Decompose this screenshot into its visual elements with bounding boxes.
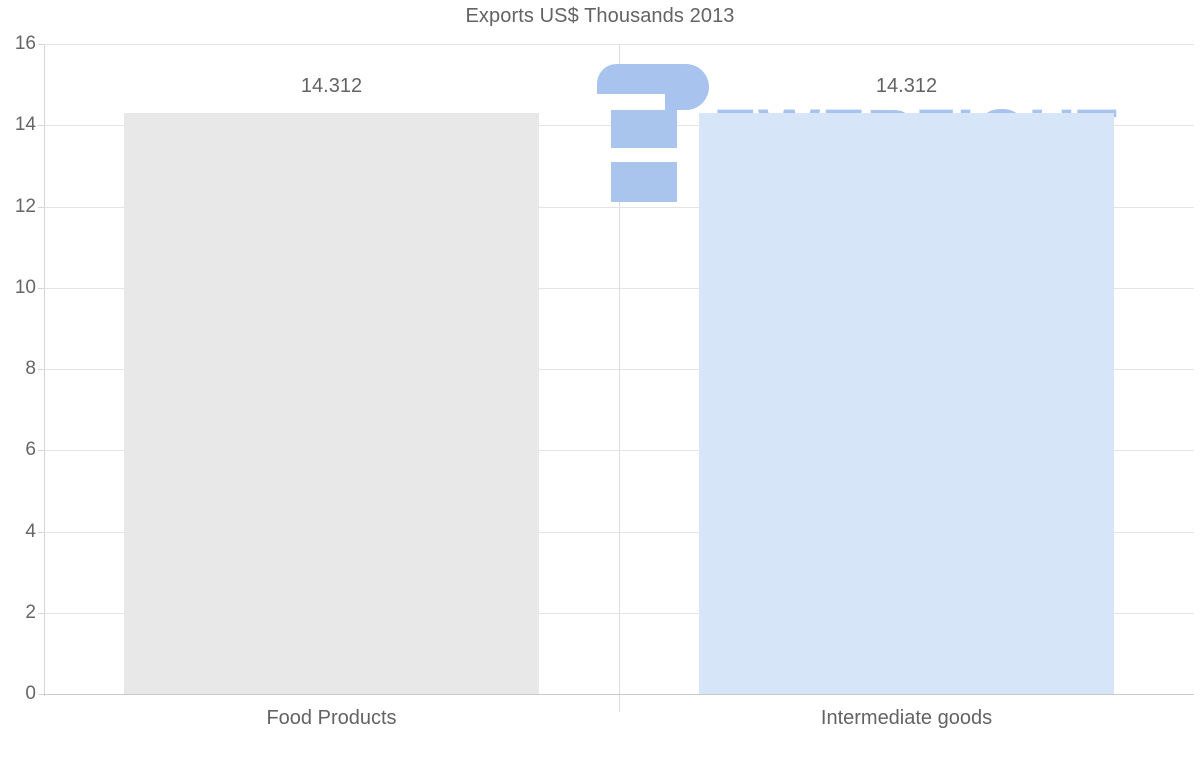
x-axis-tick-label: Food Products: [266, 707, 397, 729]
x-axis-tick-label: Intermediate goods: [820, 707, 993, 729]
y-axis-line: [44, 44, 45, 696]
chart-title: Exports US$ Thousands 2013: [465, 5, 735, 27]
bar-intermediate-goods[interactable]: [699, 112, 1114, 694]
y-axis-tick-mark: [38, 450, 44, 452]
bar-food-products[interactable]: [124, 112, 539, 694]
bar-value-label: 14.312: [300, 74, 363, 97]
y-axis-tick-label: 10: [14, 276, 36, 298]
y-axis-tick-mark: [38, 287, 44, 289]
y-axis-tick-label: 4: [25, 520, 36, 542]
y-axis-tick-mark: [38, 612, 44, 614]
y-axis-tick-label: 12: [14, 195, 36, 217]
x-axis-line: [44, 694, 1194, 695]
bar-value-label: 14.312: [875, 74, 938, 97]
y-axis-tick-mark: [38, 206, 44, 208]
gridline-vertical: [619, 44, 620, 712]
y-axis-tick-mark: [38, 531, 44, 533]
y-axis-tick-label: 2: [25, 601, 36, 623]
y-axis-tick-mark: [38, 369, 44, 370]
plot-area: EWERFIGHT: [44, 44, 1194, 712]
y-axis-tick-mark: [38, 44, 44, 45]
y-axis-tick-mark: [38, 694, 44, 695]
y-axis-tick-mark: [38, 125, 44, 127]
y-axis-tick-label: 0: [25, 683, 36, 704]
y-axis-tick-label: 16: [14, 33, 36, 54]
y-axis-tick-label: 14: [14, 114, 36, 136]
y-axis-tick-label: 8: [25, 358, 36, 379]
y-axis-tick-label: 6: [25, 439, 36, 461]
